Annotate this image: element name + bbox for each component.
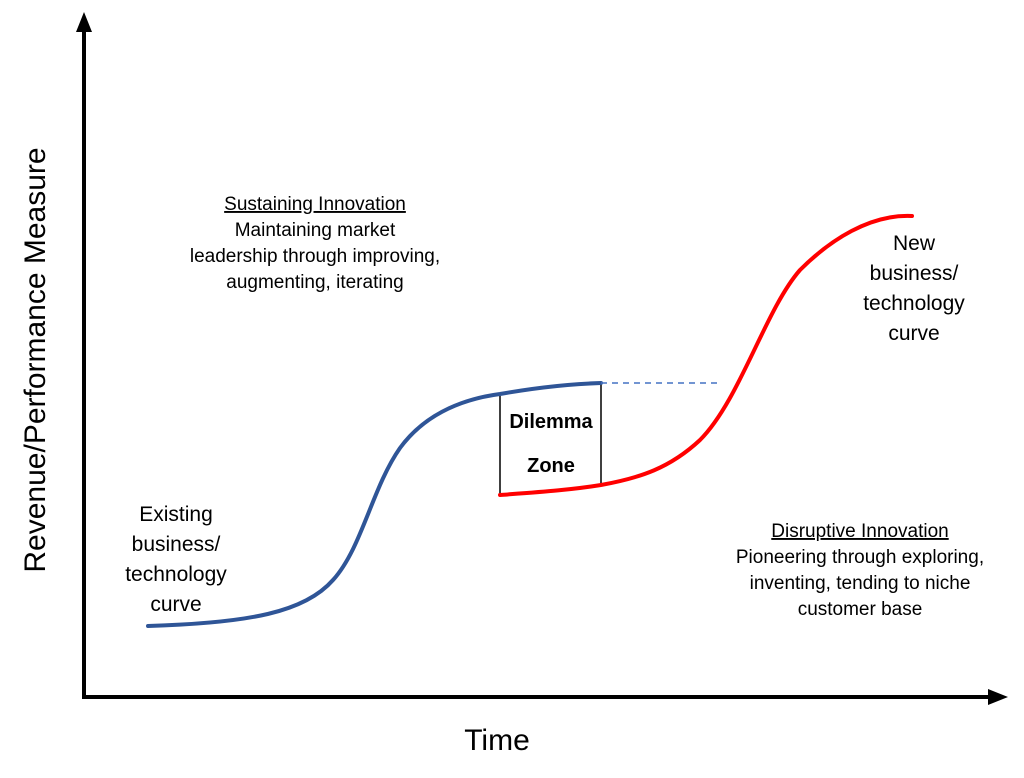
y-axis-label: Revenue/Performance Measure bbox=[19, 147, 52, 572]
existing-curve-label-line-4: curve bbox=[150, 593, 201, 616]
new-curve-label-line-1: New bbox=[893, 232, 936, 255]
x-axis-arrow-icon bbox=[988, 689, 1008, 705]
disruptive-innovation-note: Disruptive Innovation Pioneering through… bbox=[736, 521, 984, 620]
new-curve-label-line-2: business/ bbox=[870, 262, 959, 285]
disruptive-line-2: inventing, tending to niche bbox=[750, 573, 971, 594]
dilemma-zone-label-line-1: Dilemma bbox=[509, 411, 593, 433]
existing-curve-label-line-3: technology bbox=[125, 563, 227, 586]
new-curve-label-line-4: curve bbox=[888, 322, 939, 345]
existing-curve-label-line-2: business/ bbox=[132, 533, 221, 556]
existing-curve-label: Existing business/ technology curve bbox=[125, 503, 227, 616]
new-curve-label-line-3: technology bbox=[863, 292, 965, 315]
new-curve-label: New business/ technology curve bbox=[863, 232, 965, 345]
dilemma-zone-label-line-2: Zone bbox=[527, 455, 575, 477]
sustaining-line-2: leadership through improving, bbox=[190, 246, 440, 267]
sustaining-innovation-title: Sustaining Innovation bbox=[224, 194, 406, 215]
new-technology-curve bbox=[498, 213, 914, 497]
existing-technology-curve bbox=[146, 381, 603, 628]
axes bbox=[76, 12, 1008, 705]
sustaining-line-3: augmenting, iterating bbox=[226, 272, 403, 293]
sustaining-line-1: Maintaining market bbox=[235, 220, 396, 241]
disruptive-innovation-title: Disruptive Innovation bbox=[771, 521, 948, 542]
sustaining-innovation-note: Sustaining Innovation Maintaining market… bbox=[190, 194, 440, 293]
x-axis-label: Time bbox=[464, 724, 530, 757]
existing-curve-label-line-1: Existing bbox=[139, 503, 213, 526]
disruptive-line-1: Pioneering through exploring, bbox=[736, 547, 984, 568]
y-axis-arrow-icon bbox=[76, 12, 92, 32]
disruptive-line-3: customer base bbox=[798, 599, 923, 620]
dilemma-zone: Dilemma Zone bbox=[499, 383, 602, 496]
